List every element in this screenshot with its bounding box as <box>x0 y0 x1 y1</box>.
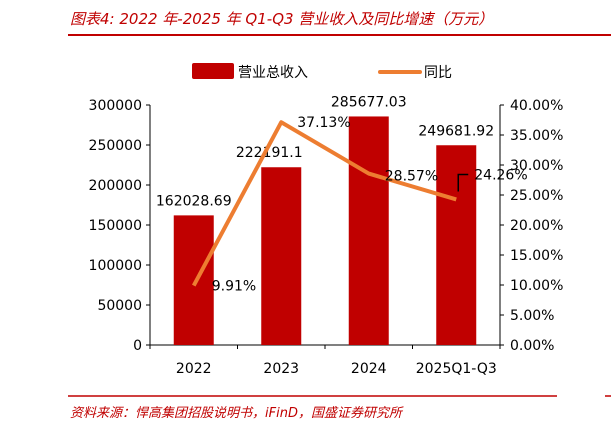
growth-line <box>191 120 457 287</box>
bar <box>173 215 214 345</box>
bar-data-label: 285677.03 <box>331 94 407 110</box>
right-tick-label: 5.00% <box>510 308 554 324</box>
legend-line-label: 同比 <box>424 65 452 81</box>
line-data-label: 24.26% <box>474 167 527 183</box>
left-tick-label: 200000 <box>89 178 142 194</box>
bar <box>348 116 389 345</box>
right-tick-label: 15.00% <box>510 248 563 264</box>
bar-data-label: 249681.92 <box>418 123 494 139</box>
x-tick-label: 2022 <box>176 361 212 377</box>
right-tick-label: 40.00% <box>510 98 563 114</box>
bar <box>261 167 302 345</box>
right-tick-label: 30.00% <box>510 158 563 174</box>
right-tick-label: 0.00% <box>510 338 554 354</box>
line-data-label: 37.13% <box>297 115 350 131</box>
left-tick-label: 300000 <box>89 98 142 114</box>
line-data-label: 9.91% <box>212 279 256 295</box>
figure-title: 图表4: 2022 年-2025 年 Q1-Q3 营业收入及同比增速（万元） <box>70 10 494 28</box>
left-tick-label: 50000 <box>97 298 142 314</box>
line-data-label: 28.57% <box>385 169 438 185</box>
left-tick-label: 100000 <box>89 258 142 274</box>
x-tick-label: 2024 <box>351 361 387 377</box>
bar <box>436 145 477 345</box>
bar-data-label: 222191.1 <box>236 145 303 161</box>
x-tick-label: 2025Q1-Q3 <box>416 361 497 377</box>
source-note: 资料来源：悍高集团招股说明书，iFinD，国盛证券研究所 <box>70 406 402 421</box>
bar-data-label: 162028.69 <box>156 193 232 209</box>
right-tick-label: 35.00% <box>510 128 563 144</box>
right-tick-label: 10.00% <box>510 278 563 294</box>
left-tick-label: 0 <box>133 338 142 354</box>
label-leader-line <box>457 173 469 192</box>
left-tick-label: 250000 <box>89 138 142 154</box>
x-tick-label: 2023 <box>263 361 299 377</box>
right-tick-label: 20.00% <box>510 218 563 234</box>
legend-bar-swatch <box>192 63 234 79</box>
left-tick-label: 150000 <box>89 218 142 234</box>
right-tick-label: 25.00% <box>510 188 563 204</box>
legend-bar-label: 营业总收入 <box>238 65 308 81</box>
